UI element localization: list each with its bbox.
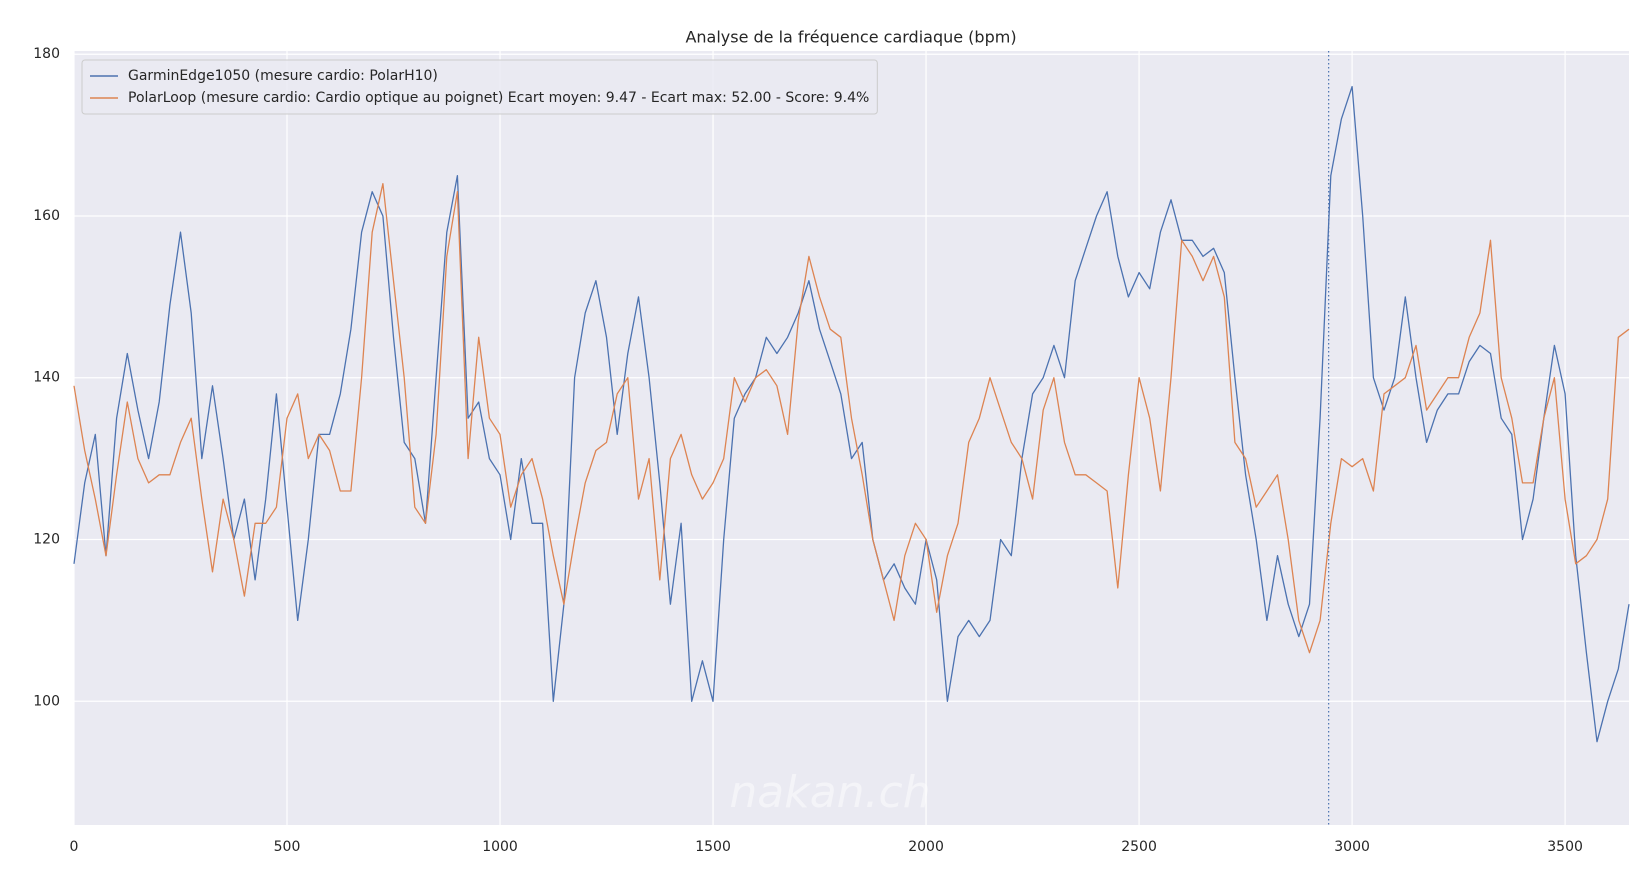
- legend-label: PolarLoop (mesure cardio: Cardio optique…: [128, 90, 869, 106]
- x-tick-label: 3000: [1334, 839, 1370, 855]
- x-tick-label: 2500: [1121, 839, 1157, 855]
- x-tick-label: 3500: [1547, 839, 1583, 855]
- series-line: [73, 182, 1630, 654]
- x-tick-label: 0: [70, 839, 79, 855]
- y-tick-label: 120: [33, 532, 60, 548]
- watermark: nakan.ch: [729, 767, 930, 818]
- chart-title: Analyse de la fréquence cardiaque (bpm): [685, 28, 1016, 47]
- y-tick-label: 100: [33, 693, 60, 709]
- x-tick-label: 1000: [482, 839, 518, 855]
- x-tick-label: 1500: [695, 839, 731, 855]
- y-tick-label: 140: [33, 370, 60, 386]
- x-tick-label: 500: [274, 839, 301, 855]
- legend-box: [81, 59, 878, 115]
- y-tick-label: 160: [33, 208, 60, 224]
- x-tick-label: 2000: [908, 839, 944, 855]
- series-line: [73, 85, 1630, 743]
- y-tick-label: 180: [33, 46, 60, 62]
- plot-area: [74, 51, 1629, 825]
- legend-label: GarminEdge1050 (mesure cardio: PolarH10): [128, 68, 438, 84]
